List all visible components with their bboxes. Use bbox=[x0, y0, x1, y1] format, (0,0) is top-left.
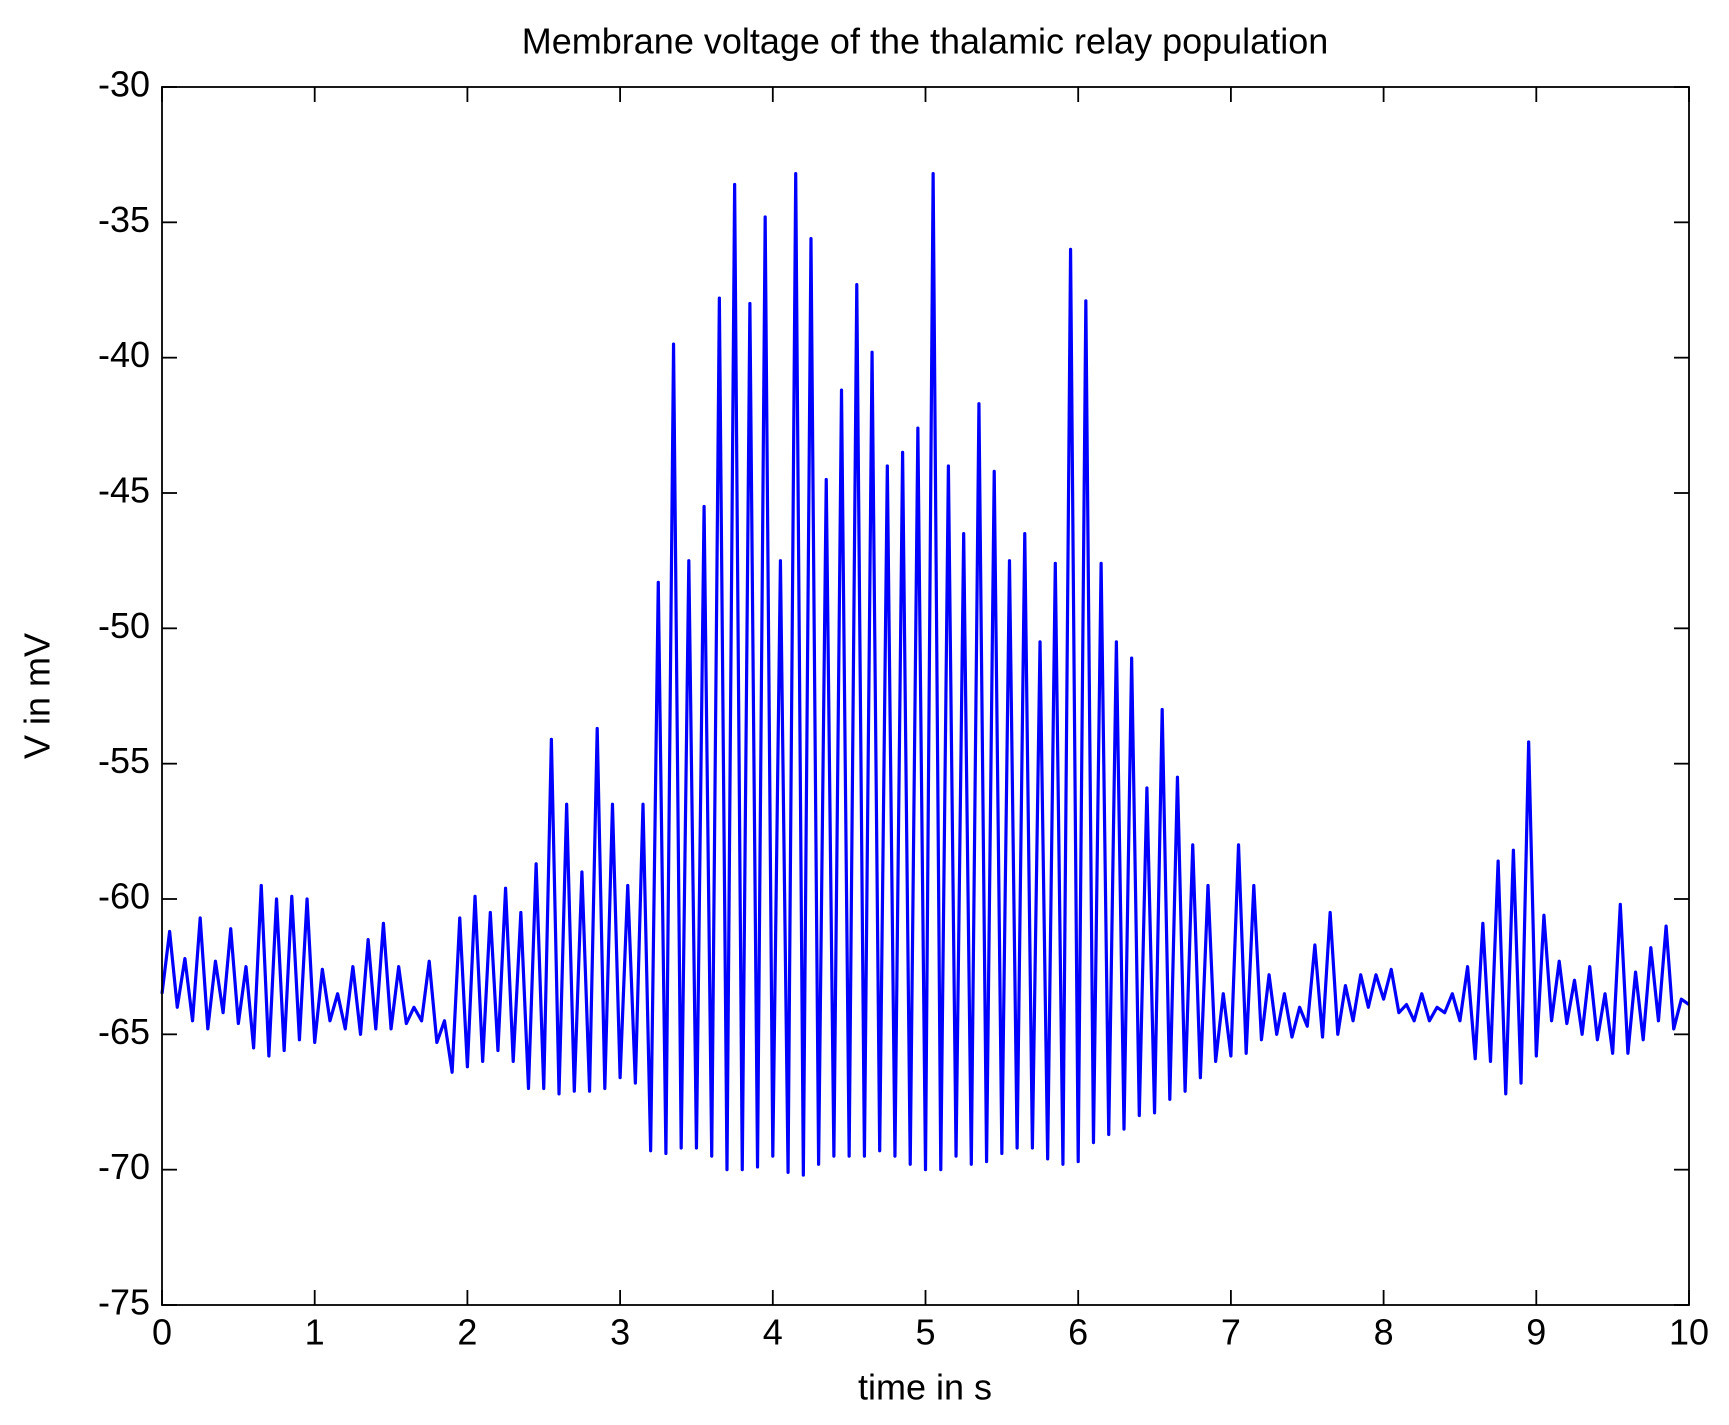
x-tick-label: 2 bbox=[457, 1312, 477, 1353]
x-tick-label: 9 bbox=[1526, 1312, 1546, 1353]
y-tick-label: -70 bbox=[98, 1146, 150, 1187]
x-tick-label: 4 bbox=[763, 1312, 783, 1353]
y-tick-label: -65 bbox=[98, 1011, 150, 1052]
data-line bbox=[160, 172, 1690, 1177]
y-tick-label: -45 bbox=[98, 470, 150, 511]
x-tick-label: 0 bbox=[152, 1312, 172, 1353]
y-tick-label: -40 bbox=[98, 334, 150, 375]
y-tick-label: -60 bbox=[98, 876, 150, 917]
y-tick-label: -50 bbox=[98, 605, 150, 646]
y-tick-label: -75 bbox=[98, 1282, 150, 1323]
x-tick-label: 3 bbox=[610, 1312, 630, 1353]
y-tick-label: -30 bbox=[98, 64, 150, 105]
x-tick-label: 5 bbox=[915, 1312, 935, 1353]
x-tick-label: 10 bbox=[1669, 1312, 1709, 1353]
y-tick-label: -35 bbox=[98, 199, 150, 240]
x-tick-label: 7 bbox=[1221, 1312, 1241, 1353]
x-tick-label: 6 bbox=[1068, 1312, 1088, 1353]
x-tick-label: 1 bbox=[305, 1312, 325, 1353]
x-axis-label: time in s bbox=[858, 1367, 992, 1408]
x-tick-label: 8 bbox=[1374, 1312, 1394, 1353]
chart-title: Membrane voltage of the thalamic relay p… bbox=[522, 21, 1328, 62]
y-axis-label: V in mV bbox=[17, 633, 58, 759]
y-tick-label: -55 bbox=[98, 740, 150, 781]
